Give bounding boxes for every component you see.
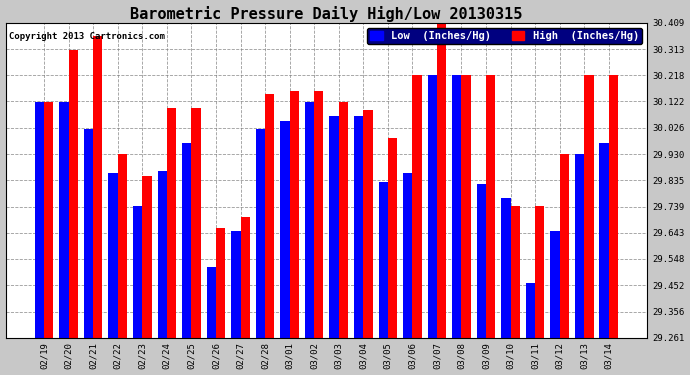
- Bar: [133, 206, 142, 338]
- Bar: [68, 50, 78, 338]
- Bar: [428, 75, 437, 338]
- Bar: [452, 75, 462, 338]
- Bar: [93, 36, 103, 338]
- Bar: [142, 176, 152, 338]
- Bar: [231, 231, 241, 338]
- Bar: [551, 231, 560, 338]
- Bar: [34, 102, 44, 338]
- Bar: [314, 91, 324, 338]
- Bar: [216, 228, 225, 338]
- Bar: [526, 283, 535, 338]
- Bar: [59, 102, 68, 338]
- Bar: [256, 129, 265, 338]
- Bar: [363, 110, 373, 338]
- Legend: Low  (Inches/Hg), High  (Inches/Hg): Low (Inches/Hg), High (Inches/Hg): [367, 28, 642, 44]
- Bar: [575, 154, 584, 338]
- Bar: [413, 75, 422, 338]
- Title: Barometric Pressure Daily High/Low 20130315: Barometric Pressure Daily High/Low 20130…: [130, 6, 522, 21]
- Bar: [191, 108, 201, 338]
- Bar: [118, 154, 127, 338]
- Bar: [44, 102, 53, 338]
- Text: Copyright 2013 Cartronics.com: Copyright 2013 Cartronics.com: [9, 32, 165, 41]
- Bar: [290, 91, 299, 338]
- Bar: [403, 173, 413, 338]
- Bar: [206, 267, 216, 338]
- Bar: [339, 102, 348, 338]
- Bar: [167, 108, 176, 338]
- Bar: [388, 138, 397, 338]
- Bar: [182, 143, 191, 338]
- Bar: [535, 206, 544, 338]
- Bar: [511, 206, 520, 338]
- Bar: [241, 217, 250, 338]
- Bar: [354, 116, 363, 338]
- Bar: [437, 22, 446, 338]
- Bar: [265, 94, 275, 338]
- Bar: [379, 182, 388, 338]
- Bar: [157, 171, 167, 338]
- Bar: [462, 75, 471, 338]
- Bar: [477, 184, 486, 338]
- Bar: [84, 129, 93, 338]
- Bar: [584, 75, 593, 338]
- Bar: [108, 173, 118, 338]
- Bar: [501, 198, 511, 338]
- Bar: [486, 75, 495, 338]
- Bar: [305, 102, 314, 338]
- Bar: [280, 121, 290, 338]
- Bar: [560, 154, 569, 338]
- Bar: [609, 75, 618, 338]
- Bar: [329, 116, 339, 338]
- Bar: [600, 143, 609, 338]
